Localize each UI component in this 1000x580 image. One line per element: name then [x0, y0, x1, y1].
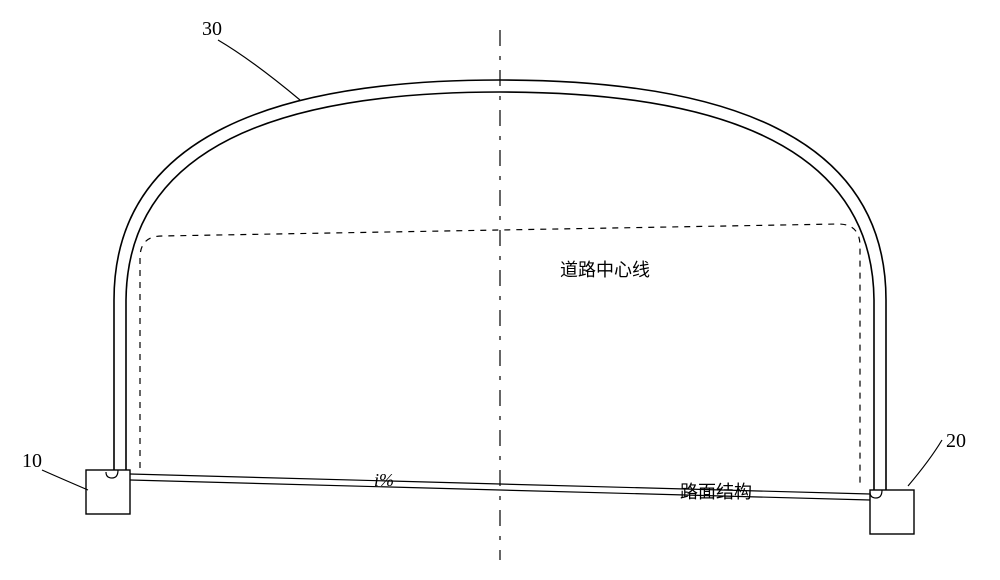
- ref-20-label: 20: [946, 430, 966, 453]
- leader-10: [42, 470, 88, 490]
- centerline-label: 道路中心线: [560, 256, 650, 282]
- leader-20: [908, 440, 942, 486]
- ref-30-label: 30: [202, 18, 222, 41]
- road-structure-label: 路面结构: [680, 478, 752, 504]
- right-drain-box: [870, 490, 914, 534]
- diagram-svg: [0, 0, 1000, 580]
- ref-10-label: 10: [22, 450, 42, 473]
- leader-30: [218, 40, 300, 100]
- slope-label: i%: [374, 470, 394, 491]
- diagram-canvas: 30 20 10 道路中心线 路面结构 i%: [0, 0, 1000, 580]
